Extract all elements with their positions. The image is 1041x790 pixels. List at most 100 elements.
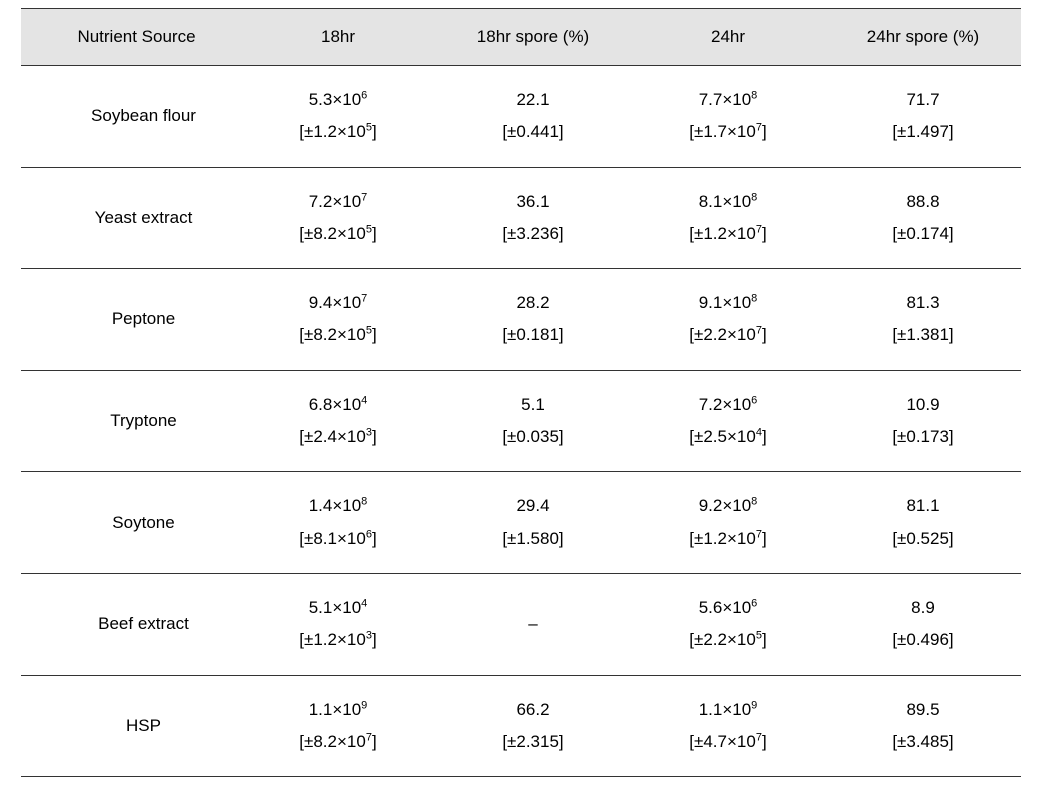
data-cell: 9.1×108[±2.2×107]	[631, 269, 826, 371]
error-text: [±2.2×107]	[635, 319, 822, 351]
error-text: [±3.236]	[440, 218, 627, 250]
data-cell: 1.4×108[±8.1×106]	[241, 472, 436, 574]
data-cell: 1.1×109[±8.2×107]	[241, 675, 436, 777]
data-cell: 36.1[±3.236]	[436, 167, 631, 269]
value-text: 5.3×106	[245, 84, 432, 116]
error-text: [±2.315]	[440, 726, 627, 758]
data-cell: 81.3[±1.381]	[826, 269, 1021, 371]
value-text: 5.1	[440, 389, 627, 421]
col-header-24hr: 24hr	[631, 9, 826, 66]
error-text: [±2.4×103]	[245, 421, 432, 453]
table-row: Yeast extract7.2×107[±8.2×105]36.1[±3.23…	[21, 167, 1021, 269]
value-text: 7.2×107	[245, 186, 432, 218]
value-text: 81.3	[830, 287, 1017, 319]
data-cell: 10.9[±0.173]	[826, 370, 1021, 472]
data-cell: –	[436, 573, 631, 675]
value-text: 88.8	[830, 186, 1017, 218]
error-text: [±8.2×105]	[245, 218, 432, 250]
value-text: 28.2	[440, 287, 627, 319]
nutrient-cell: Yeast extract	[21, 167, 241, 269]
error-text: [±1.2×107]	[635, 523, 822, 555]
col-header-18hr: 18hr	[241, 9, 436, 66]
value-text: –	[440, 608, 627, 640]
nutrient-cell: Beef extract	[21, 573, 241, 675]
error-text: [±1.580]	[440, 523, 627, 555]
nutrient-cell: HSP	[21, 675, 241, 777]
value-text: 1.1×109	[635, 694, 822, 726]
value-text: 71.7	[830, 84, 1017, 116]
value-text: 1.4×108	[245, 490, 432, 522]
table-row: Peptone9.4×107[±8.2×105]28.2[±0.181]9.1×…	[21, 269, 1021, 371]
data-cell: 7.7×108[±1.7×107]	[631, 66, 826, 168]
data-cell: 88.8[±0.174]	[826, 167, 1021, 269]
data-cell: 8.9[±0.496]	[826, 573, 1021, 675]
error-text: [±1.2×103]	[245, 624, 432, 656]
table-row: Beef extract5.1×104[±1.2×103]–5.6×106[±2…	[21, 573, 1021, 675]
error-text: [±4.7×107]	[635, 726, 822, 758]
error-text: [±1.497]	[830, 116, 1017, 148]
data-table-wrapper: Nutrient Source 18hr 18hr spore (%) 24hr…	[21, 8, 1021, 777]
value-text: 7.7×108	[635, 84, 822, 116]
value-text: 10.9	[830, 389, 1017, 421]
error-text: [±3.485]	[830, 726, 1017, 758]
data-cell: 5.6×106[±2.2×105]	[631, 573, 826, 675]
nutrient-cell: Tryptone	[21, 370, 241, 472]
nutrient-cell: Soytone	[21, 472, 241, 574]
value-text: 7.2×106	[635, 389, 822, 421]
data-cell: 5.3×106[±1.2×105]	[241, 66, 436, 168]
data-cell: 8.1×108[±1.2×107]	[631, 167, 826, 269]
error-text: [±0.496]	[830, 624, 1017, 656]
data-cell: 71.7[±1.497]	[826, 66, 1021, 168]
error-text: [±0.525]	[830, 523, 1017, 555]
data-cell: 81.1[±0.525]	[826, 472, 1021, 574]
error-text: [±8.2×105]	[245, 319, 432, 351]
data-cell: 5.1[±0.035]	[436, 370, 631, 472]
value-text: 9.4×107	[245, 287, 432, 319]
value-text: 8.9	[830, 592, 1017, 624]
data-cell: 66.2[±2.315]	[436, 675, 631, 777]
error-text: [±0.035]	[440, 421, 627, 453]
header-row: Nutrient Source 18hr 18hr spore (%) 24hr…	[21, 9, 1021, 66]
data-cell: 9.4×107[±8.2×105]	[241, 269, 436, 371]
error-text: [±8.2×107]	[245, 726, 432, 758]
data-cell: 89.5[±3.485]	[826, 675, 1021, 777]
error-text: [±1.2×107]	[635, 218, 822, 250]
value-text: 5.1×104	[245, 592, 432, 624]
col-header-24hr-spore: 24hr spore (%)	[826, 9, 1021, 66]
data-cell: 28.2[±0.181]	[436, 269, 631, 371]
nutrient-cell: Soybean flour	[21, 66, 241, 168]
value-text: 8.1×108	[635, 186, 822, 218]
table-row: HSP1.1×109[±8.2×107]66.2[±2.315]1.1×109[…	[21, 675, 1021, 777]
value-text: 22.1	[440, 84, 627, 116]
error-text: [±0.181]	[440, 319, 627, 351]
value-text: 81.1	[830, 490, 1017, 522]
data-cell: 7.2×106[±2.5×104]	[631, 370, 826, 472]
value-text: 89.5	[830, 694, 1017, 726]
data-cell: 1.1×109[±4.7×107]	[631, 675, 826, 777]
table-row: Soytone1.4×108[±8.1×106]29.4[±1.580]9.2×…	[21, 472, 1021, 574]
error-text: [±1.381]	[830, 319, 1017, 351]
nutrient-cell: Peptone	[21, 269, 241, 371]
error-text: [±0.441]	[440, 116, 627, 148]
value-text: 29.4	[440, 490, 627, 522]
error-text: [±1.2×105]	[245, 116, 432, 148]
nutrient-table: Nutrient Source 18hr 18hr spore (%) 24hr…	[21, 8, 1021, 777]
col-header-18hr-spore: 18hr spore (%)	[436, 9, 631, 66]
value-text: 6.8×104	[245, 389, 432, 421]
value-text: 66.2	[440, 694, 627, 726]
error-text: [±8.1×106]	[245, 523, 432, 555]
table-row: Tryptone6.8×104[±2.4×103]5.1[±0.035]7.2×…	[21, 370, 1021, 472]
col-header-nutrient: Nutrient Source	[21, 9, 241, 66]
value-text: 9.2×108	[635, 490, 822, 522]
table-body: Soybean flour5.3×106[±1.2×105]22.1[±0.44…	[21, 66, 1021, 777]
table-row: Soybean flour5.3×106[±1.2×105]22.1[±0.44…	[21, 66, 1021, 168]
value-text: 5.6×106	[635, 592, 822, 624]
error-text: [±2.2×105]	[635, 624, 822, 656]
value-text: 1.1×109	[245, 694, 432, 726]
data-cell: 22.1[±0.441]	[436, 66, 631, 168]
error-text: [±2.5×104]	[635, 421, 822, 453]
data-cell: 29.4[±1.580]	[436, 472, 631, 574]
data-cell: 9.2×108[±1.2×107]	[631, 472, 826, 574]
error-text: [±1.7×107]	[635, 116, 822, 148]
value-text: 9.1×108	[635, 287, 822, 319]
